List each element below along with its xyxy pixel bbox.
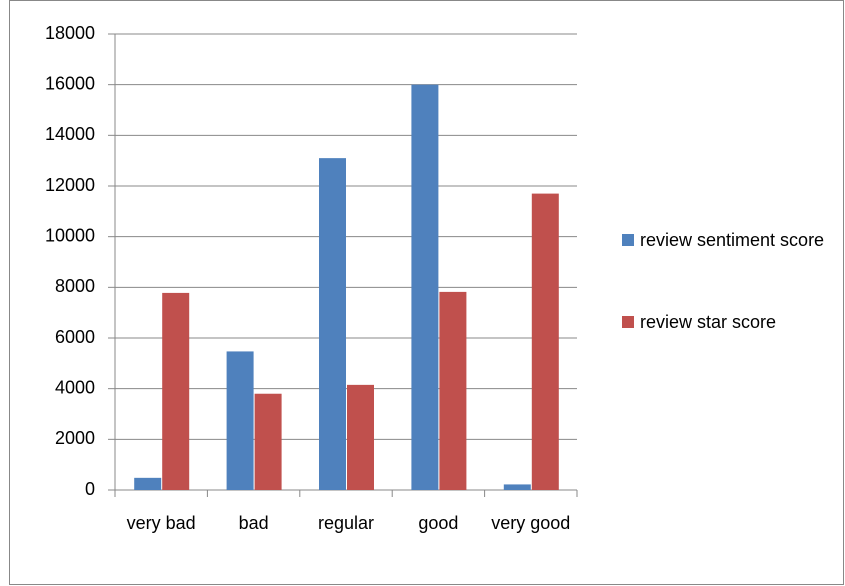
y-tick-label: 2000: [55, 428, 95, 448]
y-tick-label: 12000: [45, 175, 95, 195]
legend-label: review sentiment score: [640, 230, 825, 250]
bar: [503, 484, 531, 490]
legend-swatch: [622, 316, 634, 328]
bar: [319, 158, 346, 490]
x-tick-label: very good: [491, 513, 571, 533]
y-tick-label: 10000: [45, 225, 95, 245]
y-tick-label: 18000: [45, 23, 95, 43]
legend-label: review star score: [640, 312, 777, 332]
bar: [162, 292, 190, 490]
x-tick-label: bad: [238, 513, 269, 533]
y-tick-label: 4000: [55, 377, 95, 397]
x-tick-label: good: [418, 513, 459, 533]
y-tick-label: 14000: [45, 124, 95, 144]
y-tick-label: 8000: [55, 276, 95, 296]
y-tick-label: 16000: [45, 73, 95, 93]
bar: [439, 291, 467, 490]
y-tick-label: 6000: [55, 327, 95, 347]
bar: [226, 351, 254, 490]
bar: [411, 84, 439, 491]
y-tick-label: 0: [85, 479, 95, 499]
x-tick-label: regular: [317, 513, 375, 533]
bar: [347, 384, 374, 490]
bar: [134, 477, 162, 490]
x-tick-label: very bad: [126, 513, 196, 533]
bar: [254, 393, 282, 490]
legend-swatch: [622, 234, 634, 246]
bar: [531, 193, 559, 490]
